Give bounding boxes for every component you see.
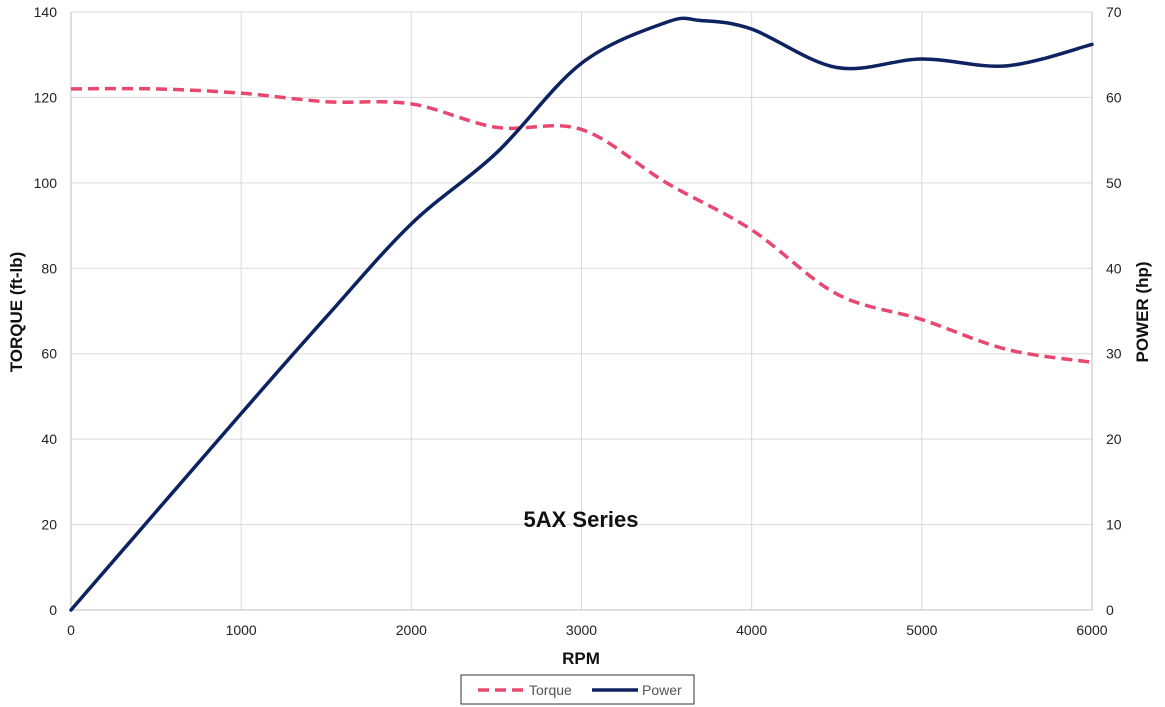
y-tick-label: 120	[34, 89, 58, 105]
y2-axis-title: POWER (hp)	[1133, 261, 1152, 362]
x-tick-label: 2000	[396, 622, 427, 638]
y-tick-label: 20	[41, 517, 57, 533]
x-tick-label: 1000	[226, 622, 257, 638]
x-tick-label: 3000	[566, 622, 597, 638]
x-axis-title: RPM	[562, 649, 600, 668]
chart-annotation: 5AX Series	[524, 507, 639, 532]
legend-label-power: Power	[642, 682, 682, 698]
series-line-power	[69, 16, 1094, 612]
y-tick-label: 80	[41, 260, 57, 276]
y2-tick-label: 30	[1106, 346, 1122, 362]
tick-labels: 0 1000 2000 3000 4000 5000 6000020406080100120…	[34, 4, 1122, 638]
y2-tick-label: 40	[1106, 260, 1122, 276]
series-layer	[69, 16, 1094, 612]
series-line-torque	[70, 86, 1093, 364]
x-tick-label: 4000	[736, 622, 767, 638]
x-tick-label: 0	[67, 622, 75, 638]
y-tick-label: 100	[34, 175, 58, 191]
y-axis-title: TORQUE (ft-lb)	[7, 252, 26, 373]
y2-tick-label: 70	[1106, 4, 1122, 20]
axes	[70, 12, 1093, 611]
y2-tick-label: 10	[1106, 517, 1122, 533]
y2-tick-label: 50	[1106, 175, 1122, 191]
grid	[71, 11, 1092, 610]
x-tick-label: 5000	[906, 622, 937, 638]
x-tick-label: 6000	[1076, 622, 1107, 638]
legend: Torque Power	[460, 674, 695, 705]
y2-tick-label: 0	[1106, 602, 1114, 618]
y-tick-label: 40	[41, 431, 57, 447]
y2-tick-label: 20	[1106, 431, 1122, 447]
y-tick-label: 140	[34, 4, 58, 20]
legend-label-torque: Torque	[529, 682, 572, 698]
y2-tick-label: 60	[1106, 89, 1122, 105]
y-tick-label: 60	[41, 346, 57, 362]
y-tick-label: 0	[49, 602, 57, 618]
